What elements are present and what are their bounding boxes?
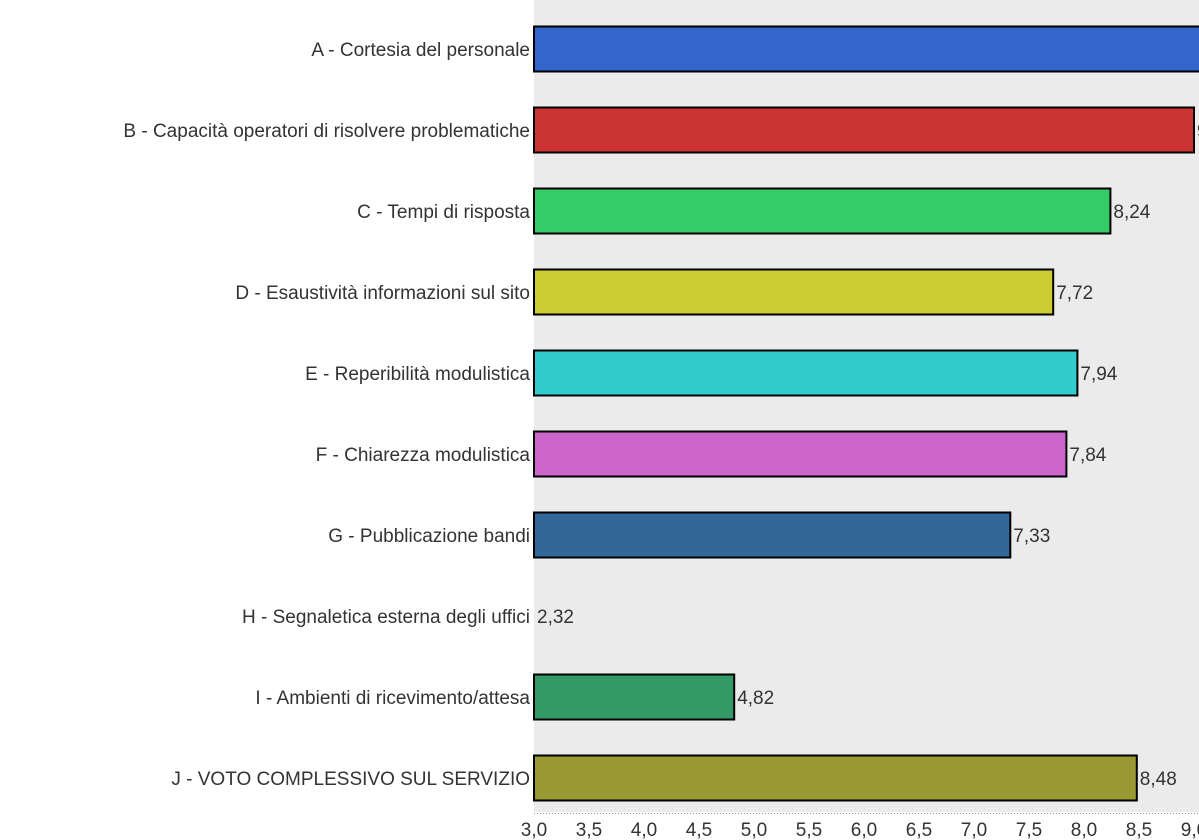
- value-label: 9,00: [1197, 121, 1199, 142]
- category-label: I - Ambienti di ricevimento/attesa: [255, 688, 530, 709]
- x-tick-label: 9,0: [1181, 820, 1199, 840]
- x-tick-label: 6,0: [851, 820, 877, 840]
- bar: [533, 268, 1055, 316]
- category-label: J - VOTO COMPLESSIVO SUL SERVIZIO: [171, 769, 530, 790]
- x-tick-label: 7,5: [1016, 820, 1042, 840]
- x-tick-label: 7,0: [961, 820, 987, 840]
- x-tick-label: 8,0: [1071, 820, 1097, 840]
- bar: [533, 430, 1068, 478]
- category-label: E - Reperibilità modulistica: [305, 364, 530, 385]
- value-labels: 9,629,008,247,727,947,847,332,324,828,48: [537, 121, 1199, 790]
- value-label: 7,94: [1080, 364, 1117, 385]
- bar: [533, 106, 1195, 154]
- x-axis: 3,03,54,04,55,05,56,06,57,07,58,08,59,09…: [521, 813, 1199, 840]
- value-label: 7,84: [1069, 445, 1106, 466]
- bar: [533, 673, 736, 721]
- x-tick-label: 4,0: [631, 820, 657, 840]
- x-tick-label: 8,5: [1126, 820, 1152, 840]
- bar: [533, 25, 1199, 73]
- x-tick-label: 5,0: [741, 820, 767, 840]
- category-label: C - Tempi di risposta: [357, 202, 530, 223]
- bar: [533, 754, 1138, 802]
- bar: [533, 187, 1112, 235]
- value-label: 8,24: [1113, 202, 1150, 223]
- x-tick-label: 3,5: [576, 820, 602, 840]
- category-label: A - Cortesia del personale: [311, 40, 530, 61]
- category-labels: A - Cortesia del personale B - Capacità o…: [123, 40, 530, 790]
- category-label: H - Segnaletica esterna degli uffici: [242, 607, 530, 628]
- x-tick-label: 3,0: [521, 820, 547, 840]
- value-label: 8,48: [1140, 769, 1177, 790]
- value-label: 4,82: [737, 688, 774, 709]
- bar: [533, 349, 1079, 397]
- bars-group: [533, 25, 1199, 802]
- category-label: D - Esaustività informazioni sul sito: [235, 283, 530, 304]
- bar: [533, 511, 1012, 559]
- value-label: 7,72: [1056, 283, 1093, 304]
- value-label: 2,32: [537, 607, 574, 628]
- category-label: B - Capacità operatori di risolvere prob…: [123, 121, 530, 142]
- category-label: G - Pubblicazione bandi: [328, 526, 530, 547]
- category-label: F - Chiarezza modulistica: [316, 445, 531, 466]
- x-tick-label: 6,5: [906, 820, 932, 840]
- x-tick-label: 4,5: [686, 820, 712, 840]
- x-tick-label: 5,5: [796, 820, 822, 840]
- value-label: 7,33: [1013, 526, 1050, 547]
